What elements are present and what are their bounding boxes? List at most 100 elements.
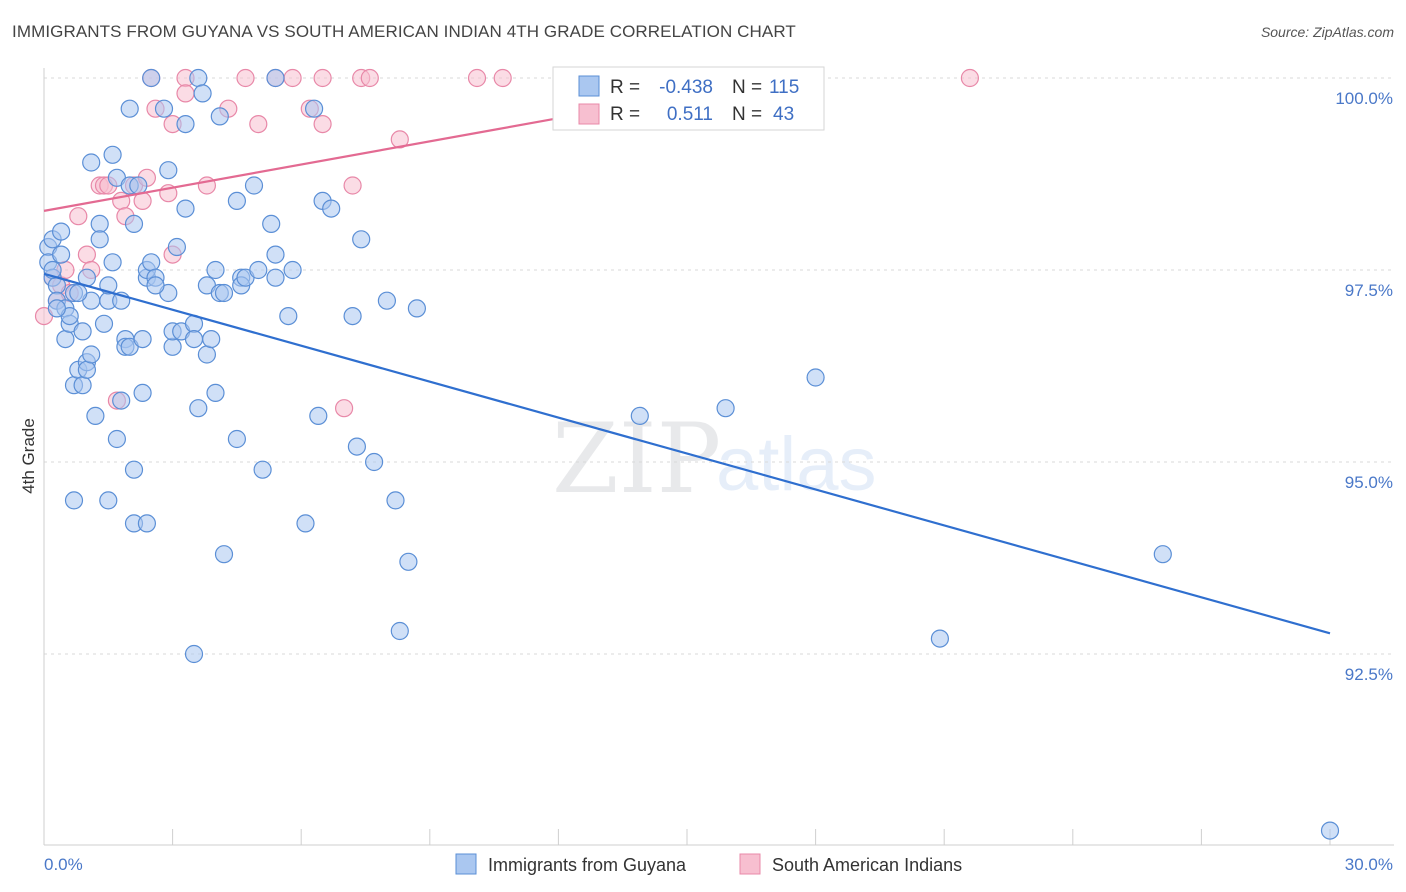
guyana-point-49 xyxy=(142,68,161,88)
guyana-point-105 xyxy=(806,368,825,387)
watermark: ZIP atlas xyxy=(552,403,877,515)
legend-item-guyana[interactable]: Immigrants from Guyana xyxy=(455,853,687,875)
guyana-point-22 xyxy=(82,345,101,364)
guyana-point-32 xyxy=(107,429,127,449)
guyana-point-110 xyxy=(47,299,67,318)
guyana-point-82 xyxy=(253,460,272,479)
guyana-point-81 xyxy=(249,260,268,280)
guyana-point-100 xyxy=(390,621,409,641)
guyana-point-26 xyxy=(94,314,114,333)
guyana-point-99 xyxy=(386,491,405,510)
guyana-point-96 xyxy=(352,230,371,249)
south-american-indians-point-30 xyxy=(283,68,302,88)
guyana-point-48 xyxy=(142,253,161,272)
guyana-point-103 xyxy=(630,406,649,425)
stats-r-label-1: R = xyxy=(610,77,640,98)
guyana-point-34 xyxy=(112,391,131,410)
guyana-point-44 xyxy=(133,330,152,349)
stats-box: R = -0.438 N = 115 R = 0.511 N = 43 xyxy=(552,66,825,131)
guyana-point-72 xyxy=(210,107,229,126)
legend-label-south-american-indians: South American Indians xyxy=(772,855,962,875)
guyana-point-41 xyxy=(124,460,144,479)
guyana-point-42 xyxy=(129,176,148,195)
guyana-point-70 xyxy=(206,383,225,402)
guyana-point-97 xyxy=(365,452,384,472)
guyana-point-106 xyxy=(930,629,950,648)
x-tick-label-0: 0.0% xyxy=(44,855,83,874)
south-american-indians-point-33 xyxy=(313,68,332,88)
guyana-point-24 xyxy=(90,214,109,233)
guyana-point-89 xyxy=(296,514,315,533)
guyana-point-114 xyxy=(124,214,144,233)
y-axis-title: 4th Grade xyxy=(19,418,38,494)
guyana-point-73 xyxy=(214,283,234,303)
guyana-point-30 xyxy=(103,145,122,164)
guyana-point-108 xyxy=(1320,821,1340,840)
guyana-point-87 xyxy=(279,307,298,326)
guyana-point-80 xyxy=(244,176,264,195)
south-american-indians-point-24 xyxy=(176,84,195,103)
guyana-point-90 xyxy=(305,99,324,118)
guyana-point-65 xyxy=(193,84,212,103)
legend-label-guyana: Immigrants from Guyana xyxy=(488,855,687,875)
south-american-indians-point-42 xyxy=(960,68,980,88)
guyana-point-14 xyxy=(64,491,84,510)
guyana-point-28 xyxy=(99,491,118,510)
guyana-point-20 xyxy=(77,360,97,379)
south-american-indians-point-40 xyxy=(493,68,512,88)
guyana-point-51 xyxy=(154,99,174,118)
stats-r-label-2: R = xyxy=(610,104,640,125)
south-american-indians-point-37 xyxy=(360,68,379,88)
guyana-point-67 xyxy=(197,345,216,364)
guyana-point-17 xyxy=(73,322,92,341)
guyana-point-29 xyxy=(103,253,122,272)
guyana-point-59 xyxy=(176,199,195,218)
guyana-point-69 xyxy=(206,260,225,280)
guyana-point-25 xyxy=(90,230,109,249)
south-american-indians-point-39 xyxy=(467,68,487,88)
south-american-indians-point-34 xyxy=(335,399,354,418)
guyana-point-86 xyxy=(266,68,285,88)
stats-swatch-pink xyxy=(578,103,600,125)
guyana-point-16 xyxy=(73,376,92,395)
guyana-point-47 xyxy=(137,514,156,533)
guyana-point-64 xyxy=(189,68,208,88)
stats-n-value-1: 115 xyxy=(769,77,799,98)
chart-title: IMMIGRANTS FROM GUYANA VS SOUTH AMERICAN… xyxy=(12,22,796,41)
stats-r-value-1: -0.438 xyxy=(659,77,713,98)
guyana-point-39 xyxy=(120,99,139,118)
guyana-point-8 xyxy=(56,330,75,349)
legend-swatch-guyana xyxy=(455,853,477,875)
guyana-point-91 xyxy=(309,406,328,425)
trend-lines xyxy=(43,76,1331,635)
trend-line-guyana xyxy=(43,272,1331,635)
guyana-point-53 xyxy=(159,161,178,180)
guyana-point-115 xyxy=(146,276,165,295)
south-american-indians-point-38 xyxy=(390,130,409,149)
chart-source: Source: ZipAtlas.com xyxy=(1260,24,1394,40)
legend: Immigrants from Guyana South American In… xyxy=(455,853,962,875)
x-tick-labels: 0.0% 30.0% xyxy=(44,855,1393,874)
guyana-point-107 xyxy=(1153,545,1172,564)
guyana-point-102 xyxy=(407,299,426,318)
south-american-indians-point-6 xyxy=(69,207,88,226)
legend-item-south-american-indians[interactable]: South American Indians xyxy=(739,853,962,875)
stats-n-label-2: N = xyxy=(732,104,762,125)
guyana-point-7 xyxy=(51,245,71,264)
guyana-point-75 xyxy=(227,191,246,210)
south-american-indians-point-28 xyxy=(249,114,268,134)
stats-n-value-2: 43 xyxy=(773,104,794,125)
south-american-indians-point-35 xyxy=(343,176,362,195)
y-tick-label-0: 100.0% xyxy=(1335,89,1393,108)
guyana-point-111 xyxy=(82,153,101,172)
y-tick-label-1: 97.5% xyxy=(1345,281,1393,300)
guyana-point-95 xyxy=(347,437,366,456)
guyana-point-94 xyxy=(343,307,362,326)
series-south-american-indians xyxy=(34,68,980,418)
guyana-point-85 xyxy=(266,268,285,287)
guyana-point-61 xyxy=(184,330,204,349)
guyana-point-23 xyxy=(86,406,105,425)
guyana-point-88 xyxy=(283,260,302,280)
guyana-point-84 xyxy=(266,245,285,264)
